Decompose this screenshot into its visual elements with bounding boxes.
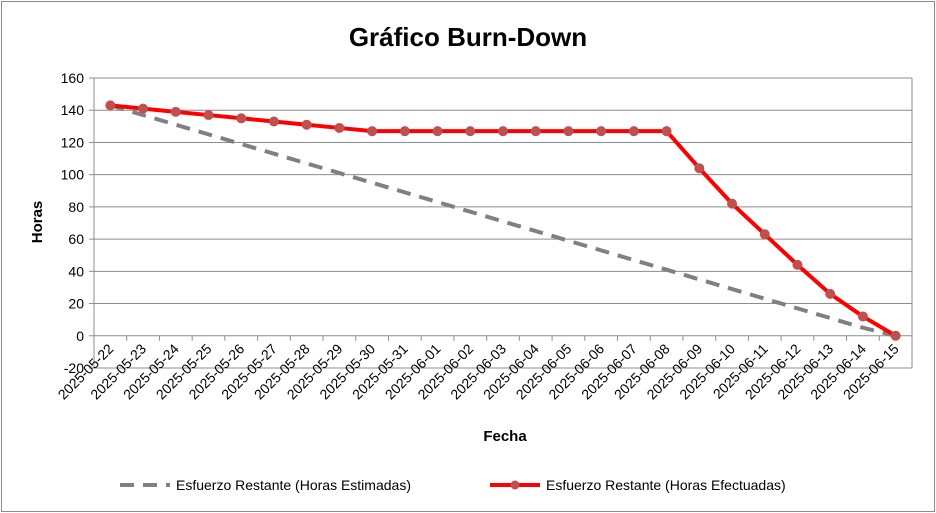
data-point-actual bbox=[105, 100, 116, 111]
y-tick-label: 60 bbox=[68, 231, 84, 247]
data-point-actual bbox=[628, 126, 639, 137]
data-point-actual bbox=[334, 122, 345, 133]
data-point-actual bbox=[138, 103, 149, 114]
y-tick-label: 40 bbox=[68, 263, 84, 279]
y-tick-label: 0 bbox=[76, 328, 84, 344]
legend-label-actual: Esfuerzo Restante (Horas Efectuadas) bbox=[546, 477, 786, 493]
series-layer bbox=[105, 100, 901, 341]
legend-label-estimated: Esfuerzo Restante (Horas Estimadas) bbox=[176, 477, 411, 493]
legend-marker-actual bbox=[510, 480, 520, 490]
data-point-actual bbox=[170, 106, 181, 117]
data-point-actual bbox=[857, 311, 868, 322]
y-tick-label: 80 bbox=[68, 199, 84, 215]
data-point-actual bbox=[661, 126, 672, 137]
data-point-actual bbox=[825, 288, 836, 299]
chart-title: Gráfico Burn-Down bbox=[349, 22, 587, 52]
y-axis-title: Horas bbox=[29, 201, 46, 244]
data-point-actual bbox=[498, 126, 508, 137]
data-point-actual bbox=[367, 126, 378, 137]
data-point-actual bbox=[563, 126, 574, 137]
y-tick-label: 100 bbox=[61, 167, 85, 183]
data-point-actual bbox=[530, 126, 541, 137]
x-axis-ticks: 2025-05-222025-05-232025-05-242025-05-25… bbox=[55, 340, 902, 402]
y-axis-ticks: -20 0 20 40 60 80 100 120 140 160 bbox=[61, 70, 85, 376]
data-point-actual bbox=[203, 110, 214, 121]
data-point-actual bbox=[727, 198, 738, 209]
data-point-actual bbox=[236, 113, 247, 124]
y-tick-label: -20 bbox=[64, 360, 84, 376]
data-point-actual bbox=[465, 126, 476, 137]
legend: Esfuerzo Restante (Horas Estimadas) Esfu… bbox=[120, 477, 786, 493]
data-point-actual bbox=[694, 163, 705, 174]
data-point-actual bbox=[301, 119, 312, 130]
data-point-actual bbox=[399, 126, 410, 137]
data-point-actual bbox=[792, 259, 803, 270]
y-tick-label: 20 bbox=[68, 296, 84, 312]
data-point-actual bbox=[268, 116, 279, 127]
data-point-actual bbox=[759, 229, 770, 240]
grid bbox=[89, 77, 913, 369]
series-line-estimated bbox=[109, 103, 897, 338]
data-point-actual bbox=[890, 330, 901, 341]
y-tick-label: 120 bbox=[61, 134, 85, 150]
data-point-actual bbox=[596, 126, 607, 137]
data-point-actual bbox=[432, 126, 443, 137]
y-tick-label: 160 bbox=[61, 70, 85, 86]
y-tick-label: 140 bbox=[61, 102, 85, 118]
x-axis-title: Fecha bbox=[483, 428, 527, 445]
